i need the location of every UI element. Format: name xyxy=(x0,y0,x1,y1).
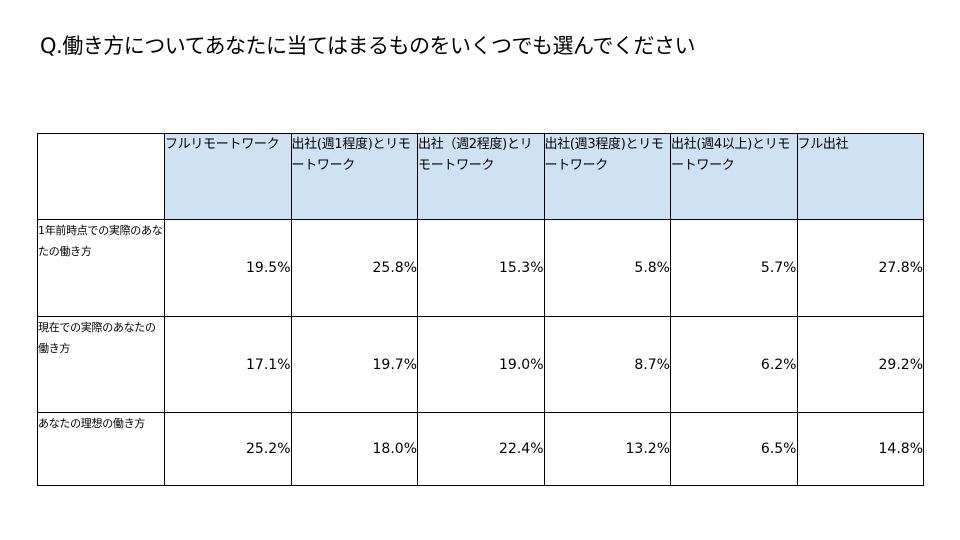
table-cell: 14.8% xyxy=(796,412,924,486)
column-header-office-weekly-1: 出社(週1程度)とリモートワーク xyxy=(290,133,418,220)
page-title: Q.働き方についてあなたに当てはまるものをいくつでも選んでください xyxy=(40,34,695,58)
table-cell: 13.2% xyxy=(543,412,671,486)
table-cell: 19.5% xyxy=(164,219,292,317)
table-header-row: フルリモートワーク 出社(週1程度)とリモートワーク 出社（週2程度)とリモート… xyxy=(37,133,924,220)
table-cell: 19.0% xyxy=(417,316,545,413)
column-header-full-remote: フルリモートワーク xyxy=(164,133,292,220)
table-cell: 6.5% xyxy=(670,412,798,486)
table-cell: 15.3% xyxy=(417,219,545,317)
column-header-office-weekly-2: 出社（週2程度)とリモートワーク xyxy=(417,133,545,220)
row-label-one-year-ago: 1年前時点での実際のあなたの働き方 xyxy=(37,219,165,317)
table-cell: 22.4% xyxy=(417,412,545,486)
table-cell: 5.7% xyxy=(670,219,798,317)
table-row: 現在での実際のあなたの働き方 17.1% 19.7% 19.0% 8.7% 6.… xyxy=(37,316,924,413)
column-header-office-weekly-3: 出社(週3程度)とリモートワーク xyxy=(543,133,671,220)
table-cell: 6.2% xyxy=(670,316,798,413)
row-label-ideal: あなたの理想の働き方 xyxy=(37,412,165,486)
table-cell: 25.2% xyxy=(164,412,292,486)
table-cell: 25.8% xyxy=(290,219,418,317)
table-cell: 29.2% xyxy=(796,316,924,413)
row-label-current: 現在での実際のあなたの働き方 xyxy=(37,316,165,413)
column-header-office-weekly-4-plus: 出社(週4以上)とリモートワーク xyxy=(670,133,798,220)
column-header-full-office: フル出社 xyxy=(796,133,924,220)
table-cell: 5.8% xyxy=(543,219,671,317)
table-cell: 17.1% xyxy=(164,316,292,413)
table-row: あなたの理想の働き方 25.2% 18.0% 22.4% 13.2% 6.5% … xyxy=(37,412,924,486)
table-corner-cell xyxy=(37,133,165,220)
table-cell: 19.7% xyxy=(290,316,418,413)
results-table: フルリモートワーク 出社(週1程度)とリモートワーク 出社（週2程度)とリモート… xyxy=(37,133,924,486)
table-cell: 18.0% xyxy=(290,412,418,486)
table-cell: 8.7% xyxy=(543,316,671,413)
table-row: 1年前時点での実際のあなたの働き方 19.5% 25.8% 15.3% 5.8%… xyxy=(37,219,924,317)
table-cell: 27.8% xyxy=(796,219,924,317)
